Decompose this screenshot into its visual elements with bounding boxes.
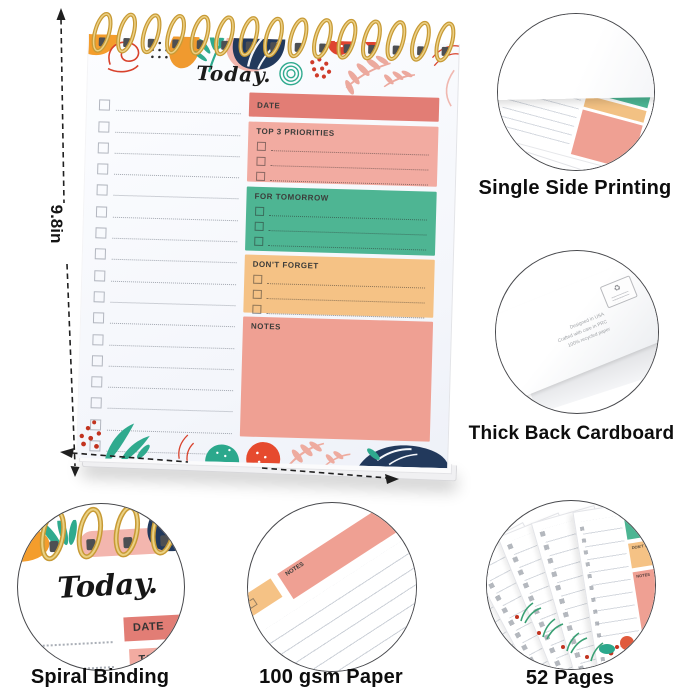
checkbox-icon <box>252 304 262 314</box>
checkbox-icon <box>92 333 104 346</box>
checkbox-icon <box>253 274 263 284</box>
section-dont-forget: DON'T FORGET <box>243 254 435 319</box>
feature-label-100-gsm-paper: 100 gsm Paper <box>259 666 403 688</box>
checkbox-icon <box>256 156 266 167</box>
dotted-lines <box>18 618 116 670</box>
checkbox-icon <box>93 291 105 303</box>
feature-label-52-pages: 52 Pages <box>525 667 615 689</box>
checkbox-icon <box>91 355 104 367</box>
checkbox-icon <box>95 227 107 239</box>
checkbox-icon <box>90 397 102 409</box>
single-side-printing-photo <box>497 13 655 171</box>
section-date: DATE <box>123 611 184 642</box>
section-date: DATE <box>248 92 440 122</box>
checkbox-icon <box>254 221 264 231</box>
checkbox-icon <box>95 206 108 218</box>
height-dimension-label: 9.8in <box>47 204 66 244</box>
pages-fan-photo: FOR TOMORROW DON'T FORGET NOTES <box>486 500 656 670</box>
checkbox-icon <box>97 163 109 175</box>
checkbox-icon <box>252 289 262 299</box>
spiral-binding-photo: Today. DATE TOP 3 PRIORITIES <box>17 503 185 671</box>
spiral-binding-coils <box>89 9 459 65</box>
checkbox-icon <box>94 269 106 282</box>
notepad-front-page: Today. <box>76 34 460 469</box>
daily-checklist <box>89 90 241 456</box>
checkbox-icon <box>256 141 267 152</box>
cardboard-print-text: Designed in USA Crafted with care in PRC… <box>557 312 612 349</box>
recycle-stamp: ♻ <box>599 275 638 309</box>
notepad-top-closeup: Today. DATE TOP 3 PRIORITIES <box>17 503 185 670</box>
spiral-binding-coils <box>17 503 185 574</box>
dotted-line <box>268 245 427 251</box>
section-top-3-priorities: TOP 3 PRIORITIES <box>246 121 439 187</box>
checkbox-icon <box>254 206 265 216</box>
planner-sections: DATE TOP 3 PRIORITIES FOR TOMORROW DON'T… <box>239 92 440 442</box>
section-notes-label: NOTES <box>250 321 282 332</box>
feature-label-spiral-binding: Spiral Binding <box>30 666 170 688</box>
checkbox-icon <box>96 184 108 197</box>
checkbox-icon <box>98 99 111 111</box>
checkbox-icon <box>91 376 103 388</box>
checkbox-icon <box>97 142 109 154</box>
checkbox-icon <box>98 120 110 133</box>
recycle-icon: ♻ <box>612 282 623 294</box>
paper-closeup-photo: NOTES <box>247 502 417 672</box>
checkbox-icon <box>92 312 105 324</box>
feature-label-single-side-printing: Single Side Printing <box>478 177 672 199</box>
notepad-title: Today. <box>56 565 159 605</box>
notepad-angled-view <box>498 14 654 170</box>
checkbox-icon <box>255 171 266 181</box>
checkbox-icon <box>94 248 107 260</box>
cardboard-folded: ♻ Designed in USA Crafted with care in P… <box>496 257 658 413</box>
dotted-line <box>269 180 428 186</box>
flipped-blank-page <box>498 14 654 101</box>
stamp-lines <box>611 290 631 303</box>
feature-label-thick-back-cardboard: Thick Back Cardboard <box>468 423 675 444</box>
checkbox-icon <box>254 236 264 246</box>
tilted-page: NOTES <box>248 503 416 671</box>
notepad: Today. <box>76 9 460 482</box>
thick-back-cardboard-photo: ♻ Designed in USA Crafted with care in P… <box>495 250 659 414</box>
section-for-tomorrow: FOR TOMORROW <box>245 186 437 256</box>
